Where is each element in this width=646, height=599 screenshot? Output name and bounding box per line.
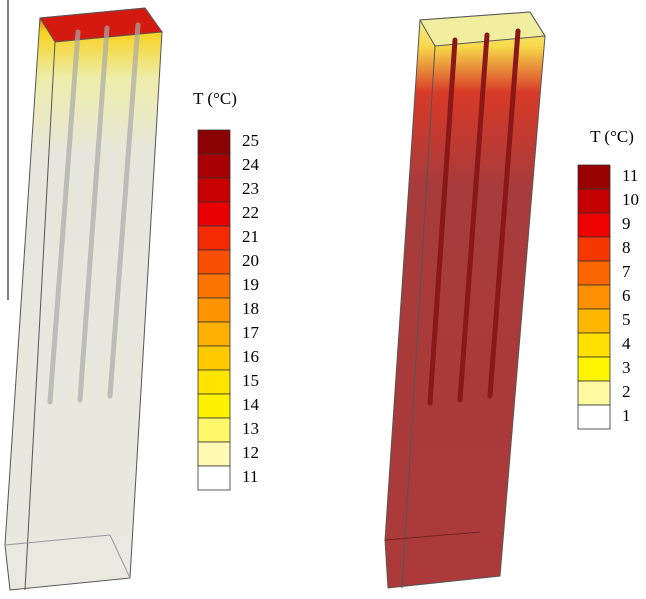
colorbar-label: 3 [622,358,631,377]
colorbar-cell [198,442,230,466]
colorbar-label: 15 [242,371,259,390]
colorbar-cell [578,213,610,237]
colorbar-cell [198,322,230,346]
colorbar-label: 23 [242,179,259,198]
colorbar-cell [198,418,230,442]
colorbar-label: 21 [242,227,259,246]
colorbar-label: 11 [242,467,258,486]
colorbar-cell [578,333,610,357]
right-prism [385,12,545,588]
colorbar-label: 24 [242,155,260,174]
colorbar-label: 20 [242,251,259,270]
colorbar-cell [198,130,230,154]
colorbar-label: 8 [622,238,631,257]
colorbar-label: 22 [242,203,259,222]
colorbar-cell [578,165,610,189]
colorbar-cell [578,357,610,381]
left-prism [5,8,162,590]
colorbar-label: 16 [242,347,259,366]
colorbar-label: 10 [622,190,639,209]
colorbar-label: 19 [242,275,259,294]
colorbar-cell [198,274,230,298]
colorbar-cell [198,370,230,394]
colorbar-cell [198,226,230,250]
colorbar-cell [198,202,230,226]
colorbar-cell [578,405,610,429]
colorbar-label: 7 [622,262,631,281]
colorbar-cell [198,178,230,202]
colorbar-cell [578,381,610,405]
colorbar-cell [198,466,230,490]
colorbar-label: 25 [242,131,259,150]
colorbar-label: 14 [242,395,260,414]
colorbar-label: 13 [242,419,259,438]
colorbar-label: 18 [242,299,259,318]
colorbar-label: 12 [242,443,259,462]
colorbar-label: 4 [622,334,631,353]
colorbar-cell [578,189,610,213]
colorbar-label: 9 [622,214,631,233]
colorbar-cell [198,154,230,178]
colorbar-cell [578,237,610,261]
colorbar-label: 1 [622,406,631,425]
colorbar-label: 6 [622,286,631,305]
colorbar-cell [578,285,610,309]
colorbar-cell [198,298,230,322]
colorbar-cell [198,346,230,370]
colorbar-cell [578,261,610,285]
colorbar-label: 2 [622,382,631,401]
colorbar-label: 17 [242,323,260,342]
colorbar-title: T (°C) [193,89,237,108]
colorbar-label: 11 [622,166,638,185]
colorbar-label: 5 [622,310,631,329]
colorbar-cell [578,309,610,333]
colorbar-cell [198,250,230,274]
colorbar-title: T (°C) [590,127,634,146]
figure: T (°C)252423222120191817161514131211T (°… [0,0,646,594]
colorbar-cell [198,394,230,418]
